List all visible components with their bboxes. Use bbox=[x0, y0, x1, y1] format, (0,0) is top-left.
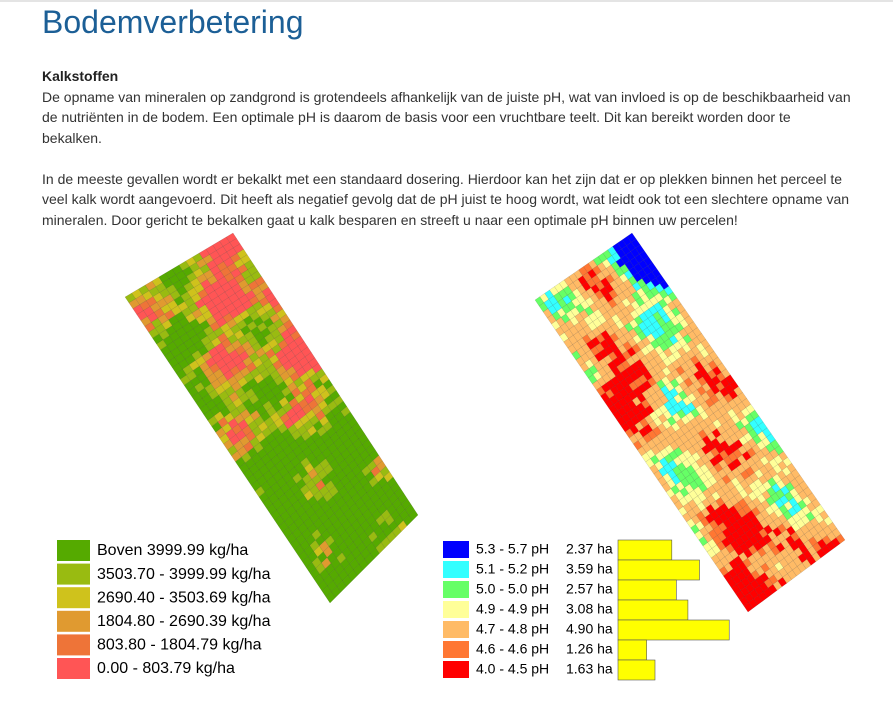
legend-label: 4.9 - 4.9 pH bbox=[476, 601, 549, 617]
legend-swatch bbox=[443, 601, 469, 618]
legend-swatch bbox=[443, 661, 469, 678]
area-bar bbox=[617, 619, 730, 641]
area-bar bbox=[617, 599, 689, 621]
legend-swatch bbox=[443, 561, 469, 578]
section-heading: Kalkstoffen bbox=[42, 68, 119, 84]
legend-label: 0.00 - 803.79 kg/ha bbox=[97, 660, 235, 677]
area-label: 1.26 ha bbox=[566, 641, 613, 657]
legend-label: 4.0 - 4.5 pH bbox=[476, 661, 549, 677]
legend-label: 1804.80 - 2690.39 kg/ha bbox=[97, 613, 271, 630]
area-label: 4.90 ha bbox=[566, 621, 613, 637]
legend-label: 4.6 - 4.6 pH bbox=[476, 641, 549, 657]
legend-swatch bbox=[57, 658, 90, 679]
legend-swatch bbox=[57, 563, 90, 585]
legend-swatch bbox=[443, 621, 469, 638]
legend-label: 5.0 - 5.0 pH bbox=[476, 581, 549, 597]
map-cell bbox=[408, 509, 419, 521]
page-title: Bodemverbetering bbox=[42, 4, 304, 40]
legend-swatch bbox=[443, 541, 469, 558]
area-label: 3.59 ha bbox=[566, 561, 613, 577]
legend-label: 4.7 - 4.8 pH bbox=[476, 621, 549, 637]
area-label: 2.37 ha bbox=[566, 541, 613, 557]
legend-swatch bbox=[57, 540, 90, 561]
map-cell bbox=[835, 533, 846, 544]
legend-swatch bbox=[443, 581, 469, 598]
legend-swatch bbox=[57, 587, 90, 609]
area-label: 3.08 ha bbox=[566, 601, 613, 617]
area-bar bbox=[617, 559, 700, 581]
area-label: 2.57 ha bbox=[566, 581, 613, 597]
legend-label: 3503.70 - 3999.99 kg/ha bbox=[97, 566, 271, 583]
legend-swatch bbox=[57, 634, 90, 656]
legend-label: 5.3 - 5.7 pH bbox=[476, 541, 549, 557]
paragraph: De opname van mineralen op zandgrond is … bbox=[42, 88, 851, 146]
legend-label: 2690.40 - 3503.69 kg/ha bbox=[97, 589, 271, 606]
legend-label: Boven 3999.99 kg/ha bbox=[97, 542, 248, 559]
section: Kalkstoffen De opname van mineralen op z… bbox=[42, 66, 854, 251]
top-border bbox=[0, 0, 893, 2]
legend-label: 803.80 - 1804.79 kg/ha bbox=[97, 637, 262, 654]
area-bar bbox=[617, 579, 677, 601]
legend-label: 5.1 - 5.2 pH bbox=[476, 561, 549, 577]
area-bar bbox=[617, 659, 656, 681]
legend-swatch bbox=[443, 641, 469, 658]
area-label: 1.63 ha bbox=[566, 661, 613, 677]
area-bar bbox=[617, 539, 673, 561]
legend-swatch bbox=[57, 610, 90, 632]
area-bar bbox=[617, 639, 647, 661]
paragraph: In de meeste gevallen wordt er bekalkt m… bbox=[42, 170, 850, 228]
